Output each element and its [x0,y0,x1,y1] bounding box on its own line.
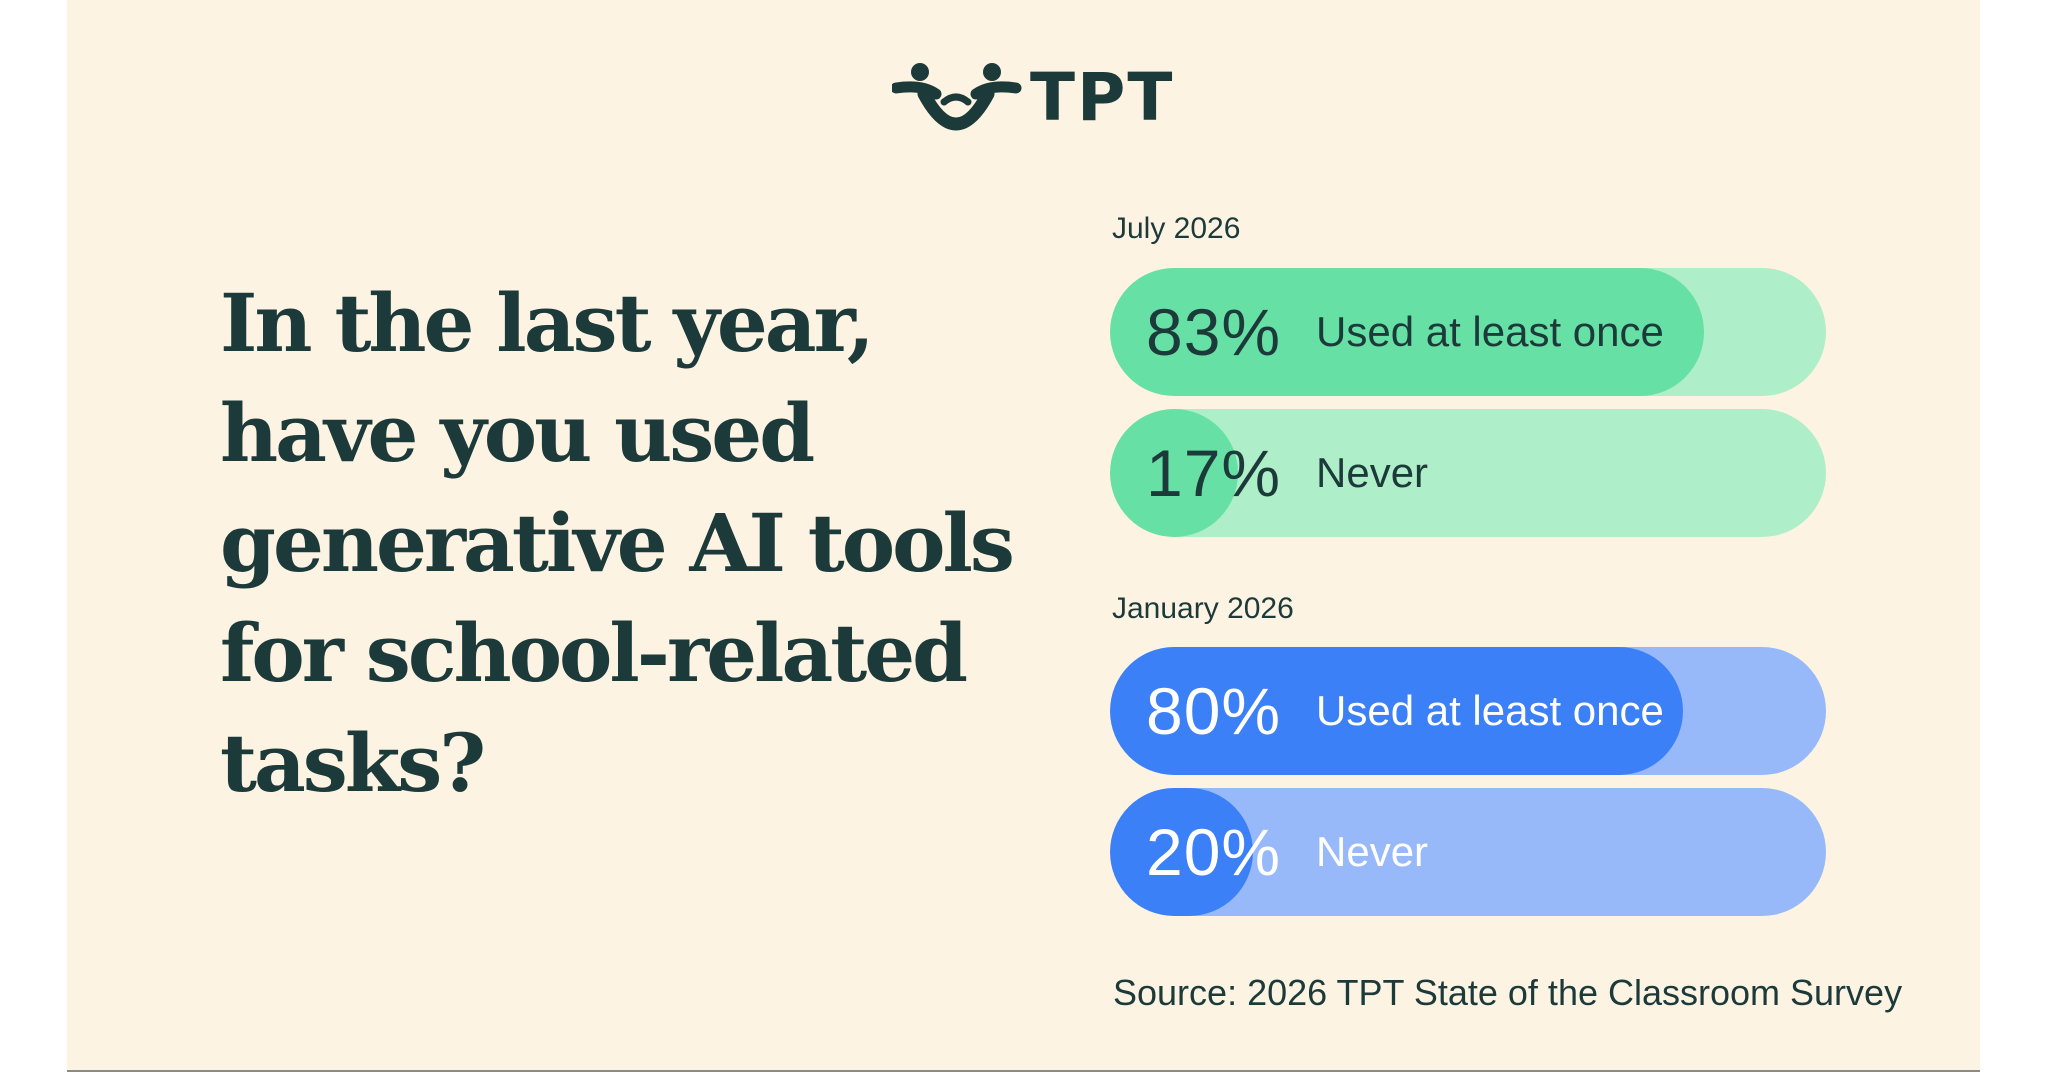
bar-fill [1110,647,1683,775]
bar-fill [1110,788,1254,916]
bar-category-label: Used at least once [1316,308,1664,355]
group-label-january-2026: January 2026 [1112,592,1294,625]
two-figures-holding-hands-icon [892,63,1022,131]
bar-category-label: Never [1316,449,1429,496]
bar-july-never: 17% Never [1110,409,1826,537]
bar-value-label: 17% [1146,436,1282,510]
bar-category-label: Never [1316,828,1429,875]
bar-value-label: 83% [1146,295,1282,369]
bar-january-used: 80% Used at least once [1110,647,1826,775]
bar-fill [1110,268,1705,396]
bottom-divider [67,1070,1980,1072]
source-note: Source: 2026 TPT State of the Classroom … [1113,972,1903,1013]
group-label-july-2026: July 2026 [1112,212,1241,245]
brand-logo: TPT [892,58,1174,138]
question-heading: In the last year, have you used generati… [220,276,1015,810]
bar-value-label: 20% [1146,815,1282,889]
bar-january-never: 20% Never [1110,788,1826,916]
bar-july-used: 83% Used at least once [1110,268,1826,396]
brand-name: TPT [1030,59,1175,136]
bar-value-label: 80% [1146,674,1282,748]
bar-fill [1110,409,1238,537]
bar-category-label: Used at least once [1316,687,1664,734]
